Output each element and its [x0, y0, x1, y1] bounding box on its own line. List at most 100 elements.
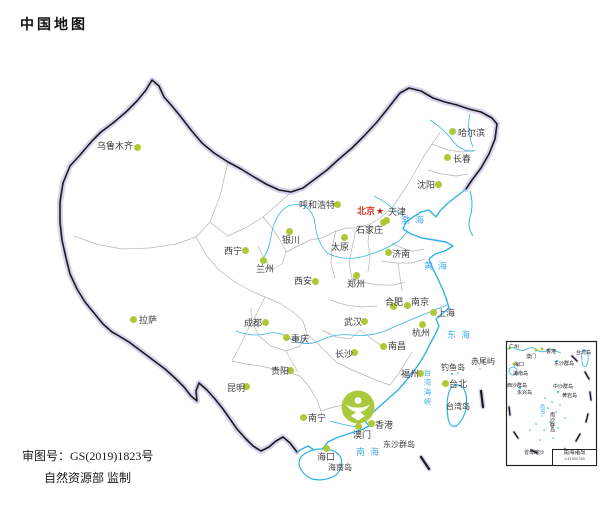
sea-label: 黄海 [424, 261, 453, 271]
island-label: 赤尾屿 [471, 357, 495, 366]
city-label: 合肥 [385, 297, 404, 307]
city-label: 南昌 [388, 341, 407, 351]
inset-label: 永兴岛 [517, 390, 533, 396]
city-label: 成都 [244, 318, 263, 328]
inset-label: 广州 [509, 344, 520, 350]
inset-corner-box: 南海诸岛 1:31 000 000 [552, 449, 597, 466]
city-label: 昆明 [227, 383, 246, 393]
map-publisher: 自然资源部 监制 [44, 471, 132, 485]
city-dot [334, 201, 341, 208]
city-dot [442, 380, 449, 387]
inset-label: 曾母暗沙 [524, 450, 545, 456]
city-label: 长沙 [335, 349, 354, 359]
city-label: 长春 [453, 154, 472, 164]
nine-dash-line [418, 388, 486, 472]
inset-corner-title: 南海诸岛 [563, 450, 586, 456]
island-label: 台湾岛 [446, 402, 470, 411]
city-label: 澳门 [353, 430, 372, 440]
city-dot [262, 319, 269, 326]
korea-coast [468, 190, 474, 237]
city-dot [380, 343, 387, 350]
city-dot [312, 278, 319, 285]
city-label: 西安 [294, 276, 313, 286]
city-dot [449, 128, 456, 135]
inset-label: 台湾岛 [576, 350, 592, 356]
inset-label: 南海 [539, 404, 545, 414]
strait-label: 台湾海峡 [423, 369, 432, 407]
city-label: 上海 [437, 308, 456, 318]
city-label: 福州 [401, 369, 420, 379]
city-label: 乌鲁木齐 [97, 141, 134, 151]
city-dot [243, 383, 250, 390]
city-dot [404, 302, 411, 309]
capital-label: 北京 [357, 206, 376, 216]
city-dot [130, 316, 137, 323]
sea-label: 东海 [447, 330, 476, 340]
inset-label: 澳门 [526, 354, 537, 360]
city-label: 台北 [449, 379, 468, 389]
city-dot [286, 228, 293, 235]
city-dot [385, 249, 392, 256]
inset-label: 西沙群岛 [507, 383, 528, 389]
city-label: 海口 [317, 452, 336, 462]
city-dot [260, 257, 267, 264]
city-label: 杭州 [412, 328, 431, 338]
coastline [296, 188, 467, 456]
city-label: 南宁 [308, 413, 327, 423]
inset-label: 南沙群岛 [549, 412, 555, 432]
map-approval-number: 审图号：GS(2019)1823号 [22, 449, 154, 463]
city-label: 南京 [411, 297, 430, 307]
rivers [235, 113, 475, 428]
city-dot [380, 219, 387, 226]
city-dot [417, 370, 424, 377]
city-dot [323, 445, 330, 452]
city-label: 郑州 [347, 279, 366, 289]
city-dot [430, 309, 437, 316]
city-dot [283, 334, 290, 341]
city-label: 武汉 [344, 317, 363, 327]
inset-label: 海口 [514, 362, 525, 368]
city-dot [287, 367, 294, 374]
taiwan-island [446, 384, 468, 427]
city-dot [390, 303, 397, 310]
city-dot [435, 181, 442, 188]
city-label: 香港 [375, 420, 394, 430]
city-label: 兰州 [256, 264, 275, 274]
city-dot [300, 414, 307, 421]
city-label: 银川 [282, 235, 301, 245]
city-label: 呼和浩特 [299, 200, 336, 210]
city-label: 沈阳 [417, 180, 436, 190]
city-label: 西宁 [224, 246, 243, 256]
page-title: 中国地图 [20, 18, 88, 33]
city-label: 贵阳 [271, 366, 290, 376]
city-dot [361, 318, 368, 325]
location-marker[interactable] [341, 390, 375, 424]
city-dot [134, 144, 141, 151]
island-label: 东沙群岛 [383, 440, 415, 449]
city-label: 石家庄 [356, 225, 384, 235]
sea-label: 渤海 [401, 215, 430, 225]
city-label: 哈尔滨 [458, 128, 486, 138]
city-label: 重庆 [291, 334, 310, 344]
inset-label: 黄岩岛 [562, 393, 578, 399]
inset-map [505, 340, 598, 467]
island-label: 钓鱼岛 [441, 363, 465, 372]
city-dot [419, 321, 426, 328]
inset-label: 东沙群岛 [554, 361, 575, 367]
city-label: 太原 [331, 242, 350, 252]
capital-star-icon: ★ [376, 206, 385, 216]
inset-label: 香港 [546, 349, 557, 355]
city-dot [444, 154, 451, 161]
city-dot [368, 420, 375, 427]
city-label: 天津 [388, 207, 407, 217]
inset-corner-scale: 1:31 000 000 [564, 457, 585, 461]
diaoyu-islets [451, 368, 481, 375]
sea-label: 南海 [356, 447, 385, 457]
city-dot [242, 247, 249, 254]
city-label: 济南 [392, 249, 411, 259]
city-dot [353, 272, 360, 279]
city-dot [355, 423, 362, 430]
city-dot [341, 234, 348, 241]
